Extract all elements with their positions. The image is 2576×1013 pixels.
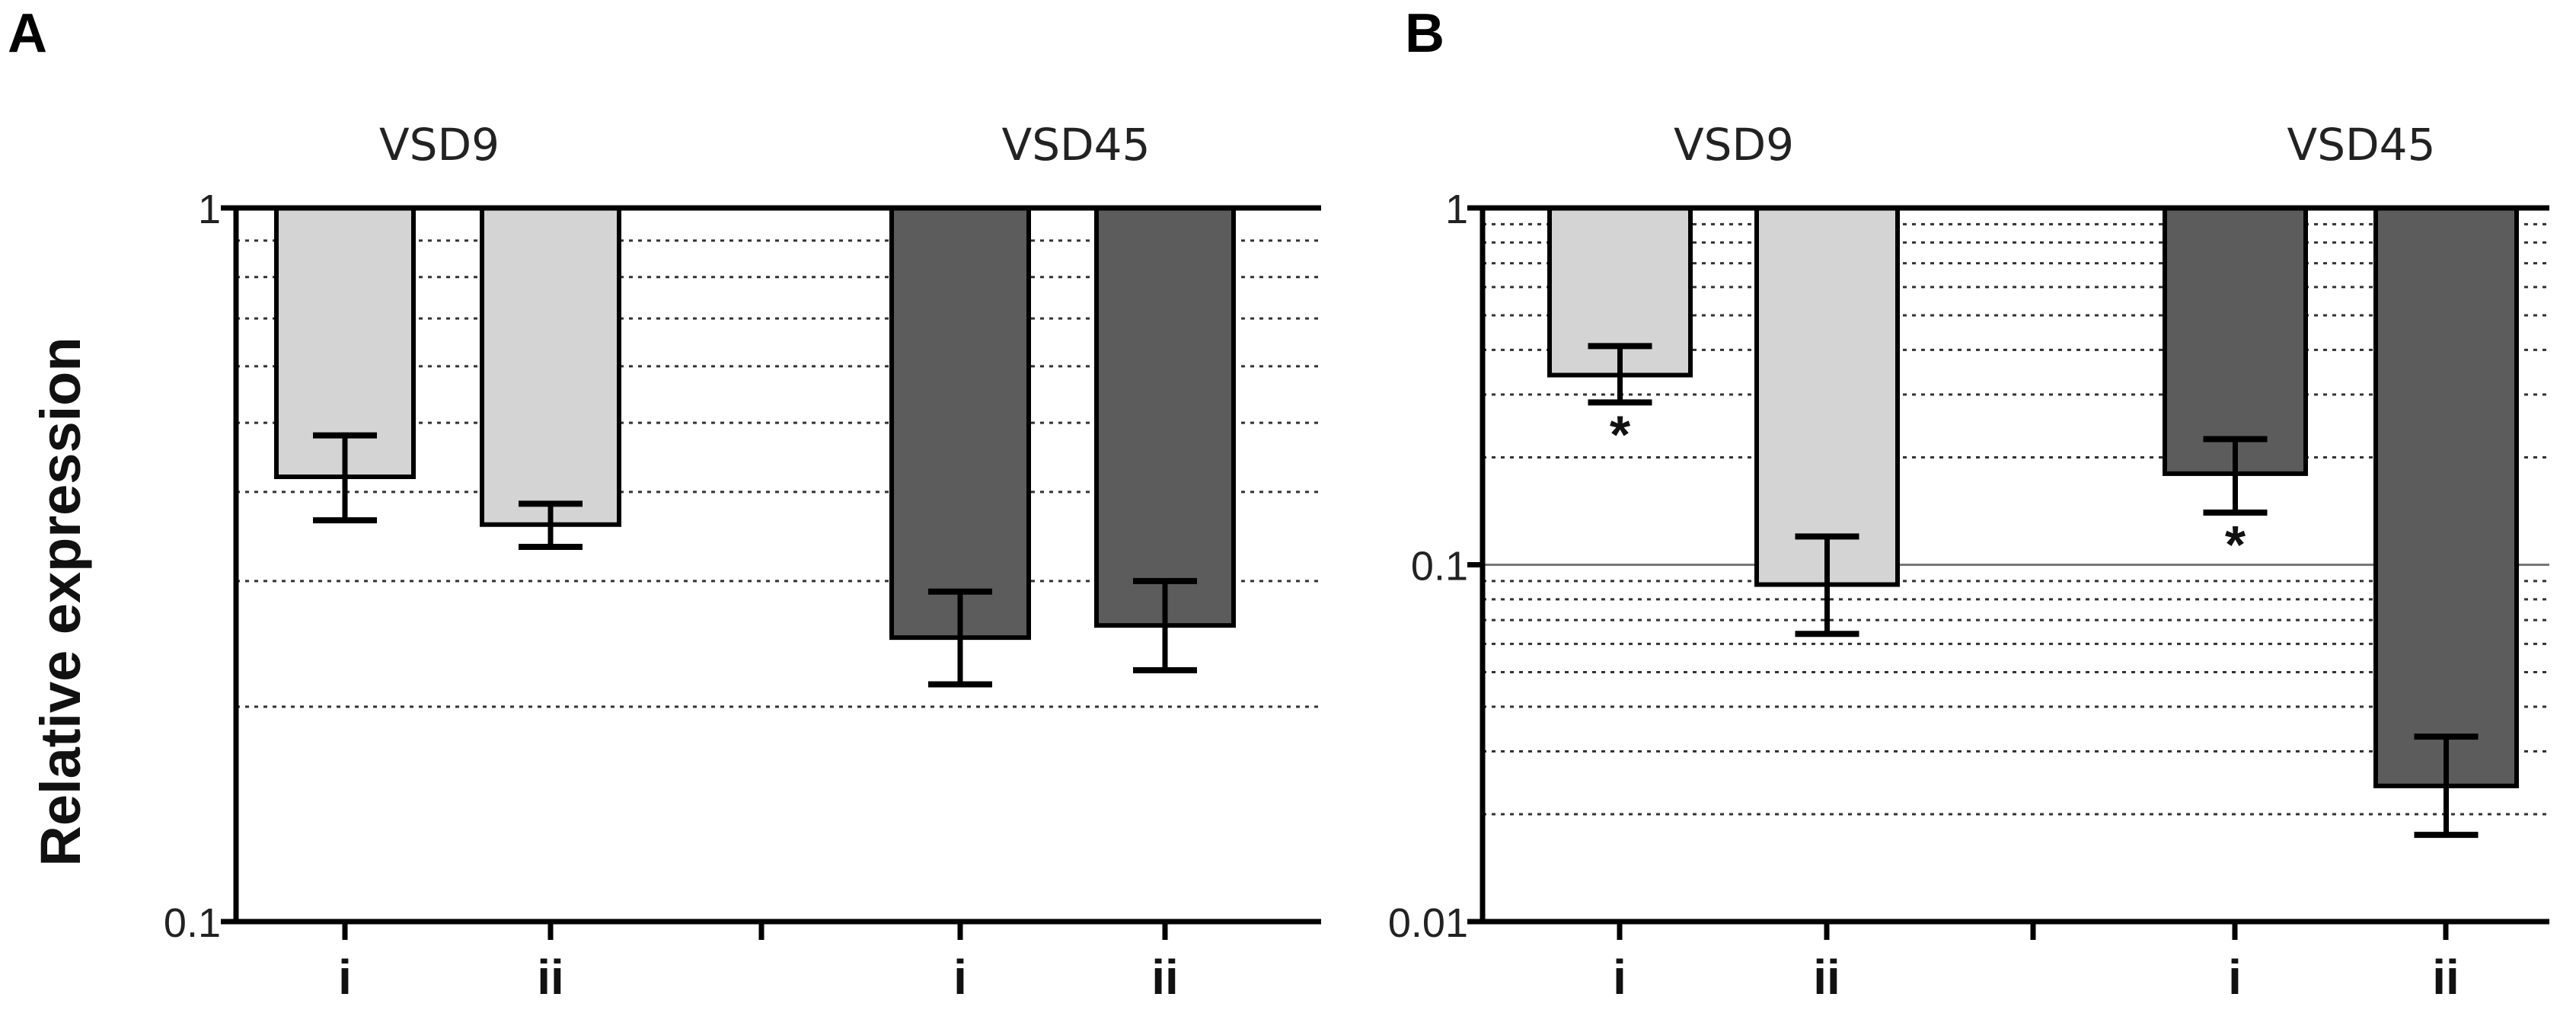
group-label: VSD45 [2287,119,2436,171]
bar [889,206,1031,641]
group-label: VSD9 [1674,119,1794,171]
bar [2163,206,2308,476]
x-tick-label: i [2228,950,2242,1005]
x-tick-label: ii [537,950,564,1005]
y-tick-label: 1 [1445,187,1468,232]
y-tick-label: 0.1 [164,900,221,946]
bar [274,206,416,480]
y-tick-label: 0.1 [1411,544,1468,590]
significance-marker: * [1610,404,1631,464]
bar [1094,206,1236,628]
group-label: VSD9 [379,119,500,171]
bar [1754,206,1900,587]
y-axis-label: Relative expression [29,337,92,866]
significance-marker: * [2225,515,2246,574]
bar [480,206,621,527]
bar [2373,206,2519,788]
x-tick-label: i [1613,950,1626,1005]
y-tick-label: 1 [198,187,221,232]
x-tick-label: ii [2432,950,2459,1005]
panel-letter: A [8,3,47,64]
x-tick-label: i [953,950,967,1005]
x-tick-label: ii [1813,950,1840,1005]
x-tick-label: i [338,950,352,1005]
group-label: VSD45 [1002,119,1151,171]
y-tick-label: 0.01 [1388,900,1468,946]
panel-letter: B [1405,3,1444,64]
x-tick-label: ii [1151,950,1179,1005]
